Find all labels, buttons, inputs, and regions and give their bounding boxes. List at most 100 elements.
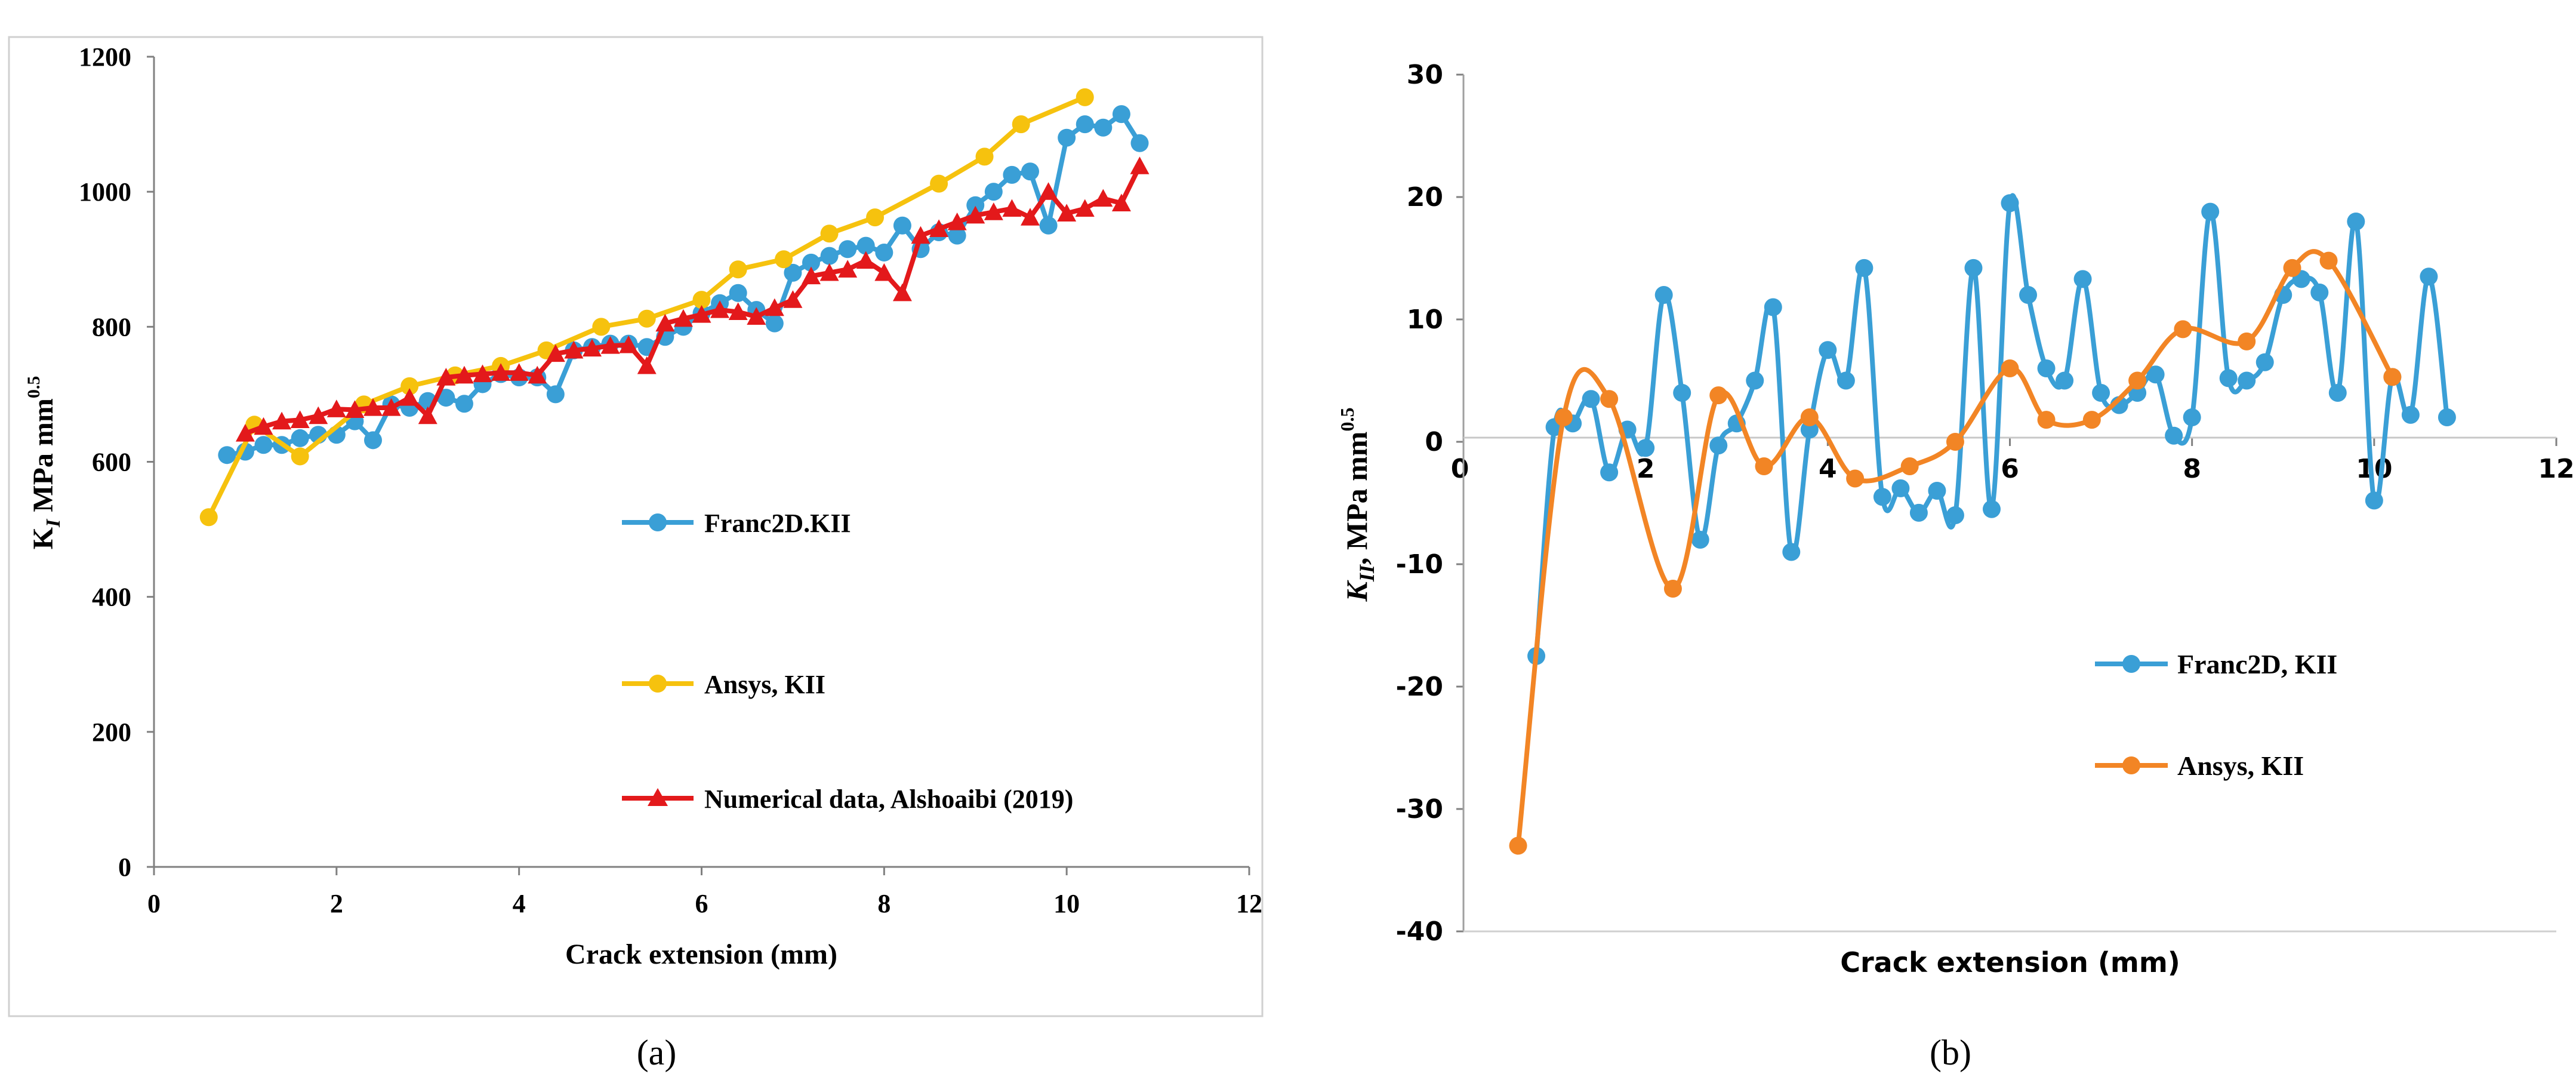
y-tick-label: 1200 xyxy=(79,42,131,72)
series-2-point xyxy=(966,205,985,224)
series-2-point xyxy=(838,260,858,278)
series-2-point xyxy=(747,307,766,325)
series-2-point xyxy=(874,263,894,281)
y-tick-label: 30 xyxy=(1407,60,1443,90)
series-0-point xyxy=(839,240,857,259)
x-tick-label: 12 xyxy=(2538,454,2574,484)
series-0-point xyxy=(2310,283,2329,302)
series-2-point xyxy=(856,251,876,269)
series-0-point xyxy=(546,385,565,404)
series-0-point xyxy=(1928,482,1946,500)
panel-b: 0 2 4 6 8 10 12 -40 -30 -20 -10 0 10 20 30 Crack exten… xyxy=(1336,60,2575,1072)
series-2-point xyxy=(710,300,730,318)
series-0-point xyxy=(820,247,839,265)
series-0-point xyxy=(1039,216,1058,235)
series-1-point xyxy=(2238,332,2256,350)
series-1-point xyxy=(2001,359,2019,377)
series-2-point xyxy=(765,298,784,316)
x-tick-label: 2 xyxy=(1637,454,1655,484)
legend-entry-numerical: Numerical data, Alshoaibi (2019) xyxy=(622,785,1073,814)
series-0-point xyxy=(1909,503,1928,522)
series-0-point xyxy=(1855,259,1874,277)
panel-a-x-axis-label: Crack extension (mm) xyxy=(565,939,837,970)
panel-a-ticks: 0 2 4 6 8 10 12 0 200 400 600 800 1000 1200 xyxy=(79,42,1262,918)
series-1-point xyxy=(291,447,309,466)
series-0-point xyxy=(1764,298,1782,316)
x-tick-label: 6 xyxy=(2001,454,2019,484)
series-2-point xyxy=(491,363,511,381)
y-tick-label: 1000 xyxy=(79,177,131,207)
series-0-point xyxy=(254,436,273,454)
series-0-point xyxy=(2365,491,2383,510)
series-0-point xyxy=(765,314,784,333)
series-1-point xyxy=(199,508,218,527)
series-0-point xyxy=(1800,420,1819,439)
series-2-point xyxy=(819,263,839,281)
series-0-point xyxy=(1891,479,1910,497)
legend-label: Ansys, KII xyxy=(704,670,825,699)
series-1-point xyxy=(1600,390,1619,408)
series-2-point xyxy=(1075,199,1095,217)
series-0-point xyxy=(856,236,875,255)
series-0-point xyxy=(784,263,802,282)
series-0-point xyxy=(2019,286,2038,304)
series-1-point xyxy=(2383,368,2402,386)
series-1-point xyxy=(592,318,611,336)
series-0-point xyxy=(948,226,966,245)
series-2-point xyxy=(345,400,365,419)
series-2-point xyxy=(619,335,639,353)
legend-entry-ansys: Ansys, KII xyxy=(622,670,825,699)
series-0-point xyxy=(2037,359,2056,377)
series-0-point xyxy=(1654,286,1673,304)
series-0-point xyxy=(1982,500,2001,518)
series-2-point xyxy=(947,213,967,230)
y-tick-label: -30 xyxy=(1396,794,1444,825)
series-1-point xyxy=(1663,580,1682,598)
series-2-point xyxy=(235,424,255,442)
series-1-point xyxy=(2037,411,2056,429)
x-tick-label: 8 xyxy=(2183,454,2201,484)
series-1-point xyxy=(975,147,994,166)
series-0-point xyxy=(984,183,1003,201)
series-2-point xyxy=(528,365,547,384)
panel-b-y-axis-label: KII, MPa mm0.5 xyxy=(1336,408,1379,602)
series-1-point xyxy=(729,260,747,279)
series-1-point xyxy=(1846,469,1865,488)
series-0-point xyxy=(364,431,382,450)
series-0-point xyxy=(1600,463,1619,482)
y-tick-label: 20 xyxy=(1407,182,1443,213)
y-tick-label: 600 xyxy=(92,448,131,477)
series-1-point xyxy=(1709,386,1728,405)
series-1-point xyxy=(692,291,711,309)
series-2-point xyxy=(583,339,602,357)
series-2-point xyxy=(929,219,949,237)
x-tick-label: 6 xyxy=(695,889,708,918)
series-2-point xyxy=(802,266,821,285)
series-2-point xyxy=(254,417,273,435)
series-2-point xyxy=(673,309,693,327)
series-2-point xyxy=(1021,208,1040,226)
x-tick-label: 4 xyxy=(1819,454,1837,484)
series-2-point xyxy=(600,336,620,354)
legend-label: Franc2D.KII xyxy=(704,509,851,538)
series-0-point xyxy=(2401,405,2420,424)
series-2-point xyxy=(1130,156,1150,174)
series-0-point xyxy=(291,429,309,447)
series-1-point xyxy=(1900,457,1919,475)
series-0-point xyxy=(455,395,473,413)
series-2-point xyxy=(272,411,292,430)
series-0-point xyxy=(1058,128,1076,147)
series-1-point xyxy=(1076,88,1094,106)
x-tick-label: 10 xyxy=(2356,454,2392,484)
panel-b-legend: Franc2D, KII Ansys, KII xyxy=(2095,649,2337,781)
series-0-point xyxy=(893,216,911,235)
x-tick-label: 0 xyxy=(147,889,161,918)
series-2-point xyxy=(892,283,912,302)
series-2-point xyxy=(564,340,584,359)
legend-entry-ansys: Ansys, KII xyxy=(2095,750,2304,781)
panel-b-x-axis-label: Crack extension (mm) xyxy=(1840,946,2180,979)
y-tick-label: 10 xyxy=(1407,304,1443,335)
series-1-point xyxy=(1554,408,1573,426)
series-2-point xyxy=(473,364,492,383)
series-0-point xyxy=(1112,105,1130,124)
